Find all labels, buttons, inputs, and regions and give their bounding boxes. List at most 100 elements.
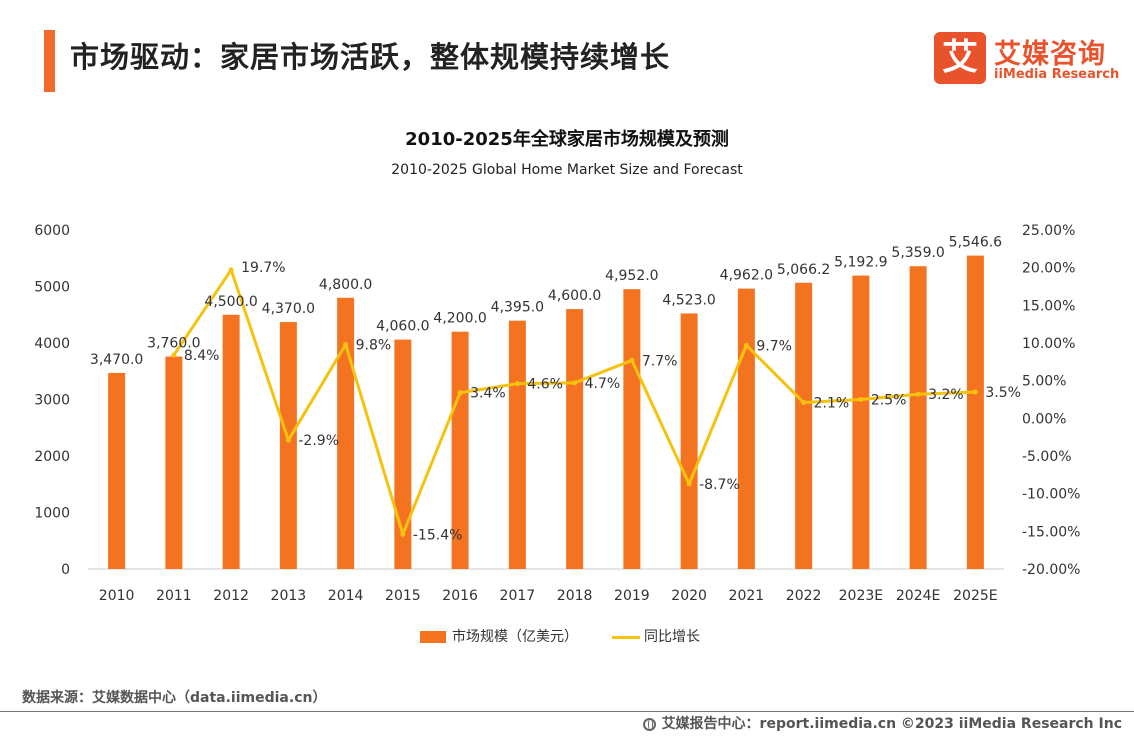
y-right-tick-label: -15.00% [1022, 524, 1080, 540]
chart-title: 2010-2025年全球家居市场规模及预测 [405, 129, 729, 150]
legend-label-market-size: 市场规模（亿美元） [452, 629, 578, 645]
bar [623, 289, 641, 569]
logo-mark-text: 艾 [941, 37, 978, 78]
bar [108, 372, 126, 569]
footer-divider [0, 711, 1134, 712]
y-right-tick-label: -5.00% [1022, 449, 1072, 465]
x-tick-label: 2015 [385, 588, 421, 604]
bar-value-label: 3,760.0 [147, 336, 200, 352]
line-point [285, 437, 291, 443]
bar-value-label: 4,952.0 [605, 268, 658, 284]
y-left-tick-label: 2000 [34, 449, 70, 465]
chart-area: 0 1000 2000 3000 4000 5000 6000 -20.00% -15.00% -… [34, 223, 1080, 604]
y-right-tick-label: -10.00% [1022, 487, 1080, 503]
data-source: 数据来源：艾媒数据中心（data.iimedia.cn） [22, 690, 327, 706]
x-tick-label: 2011 [156, 588, 192, 604]
legend-bar-swatch [420, 631, 446, 643]
line-point [514, 381, 520, 387]
y-left-tick-label: 4000 [34, 336, 70, 352]
bar [508, 320, 526, 569]
bar [852, 275, 870, 569]
line-value-label: 2.1% [814, 396, 850, 412]
bar [966, 255, 984, 569]
line-point [228, 267, 234, 273]
x-tick-label: 2025E [953, 588, 997, 604]
y-left-tick-label: 6000 [34, 223, 70, 239]
line-value-label: 2.5% [871, 393, 907, 409]
x-tick-label: 2022 [786, 588, 822, 604]
chart-subtitle: 2010-2025 Global Home Market Size and Fo… [391, 162, 743, 178]
bar [795, 282, 813, 569]
bar [909, 266, 927, 569]
line-value-label: 8.4% [184, 348, 220, 364]
line-value-label: 7.7% [642, 353, 678, 369]
line-point [629, 357, 635, 363]
y-right-tick-label: -20.00% [1022, 562, 1080, 578]
legend-label-yoy: 同比增长 [644, 629, 700, 645]
logo-mark-icon [934, 32, 986, 84]
y-right-tick-label: 20.00% [1022, 261, 1075, 277]
line-value-label: 3.2% [928, 387, 964, 403]
line-point [457, 390, 463, 396]
bar [680, 313, 698, 569]
footer-text: 艾媒报告中心：report.iimedia.cn ©2023 iiMedia R… [661, 716, 1122, 732]
bar-value-label: 5,192.9 [834, 255, 887, 271]
x-tick-label: 2021 [729, 588, 765, 604]
iimedia-logo: 艾 艾媒咨询 iiMedia Research [934, 32, 1124, 86]
logo-text-en: iiMedia Research [994, 67, 1120, 82]
page-title: 市场驱动：家居市场活跃，整体规模持续增长 [70, 40, 671, 74]
y-left-tick-label: 5000 [34, 280, 70, 296]
line-point [858, 397, 864, 402]
x-tick-label: 2024E [896, 588, 940, 604]
logo-text-cn: 艾媒咨询 [994, 39, 1106, 70]
y-right-tick-label: 25.00% [1022, 223, 1075, 239]
line-point [915, 391, 921, 397]
x-tick-label: 2013 [271, 588, 307, 604]
line-point [572, 380, 578, 386]
line-point [400, 531, 406, 537]
line-value-label: 3.5% [985, 385, 1021, 401]
bar [165, 356, 183, 569]
x-tick-label: 2020 [671, 588, 707, 604]
bar-value-label: 4,395.0 [491, 300, 544, 316]
y-right-tick-label: 5.00% [1022, 374, 1066, 390]
line-value-label: 19.7% [241, 260, 285, 276]
bar-value-label: 3,470.0 [90, 352, 143, 368]
bar [337, 297, 355, 569]
bar-value-label: 4,962.0 [720, 268, 773, 284]
y-right-tick-label: 0.00% [1022, 411, 1066, 427]
line-point [972, 389, 978, 395]
x-tick-label: 2018 [557, 588, 593, 604]
y-left-tick-label: 3000 [34, 393, 70, 409]
x-tick-label: 2017 [500, 588, 536, 604]
line-point [743, 342, 749, 348]
line-point [801, 400, 807, 406]
line-point [343, 342, 349, 348]
bar-value-label: 5,546.6 [949, 235, 1003, 251]
line-value-label: 3.4% [470, 386, 506, 402]
footer: 艾媒报告中心：report.iimedia.cn ©2023 iiMedia R… [642, 713, 1122, 735]
bar [222, 314, 240, 569]
line-value-label: 4.7% [585, 376, 621, 392]
y-right-tick-label: 15.00% [1022, 298, 1075, 314]
legend-line-swatch [612, 636, 640, 639]
bar [737, 288, 755, 569]
globe-icon [642, 718, 656, 731]
y-right-tick-label: 10.00% [1022, 336, 1075, 352]
line-point [171, 352, 177, 358]
chart-legend: 市场规模（亿美元） 同比增长 [0, 627, 1134, 647]
line-value-label: -15.4% [413, 527, 463, 543]
bar-value-label: 4,370.0 [262, 301, 315, 317]
x-tick-label: 2016 [442, 588, 478, 604]
x-tick-label: 2023E [839, 588, 883, 604]
x-tick-label: 2014 [328, 588, 364, 604]
bar-value-label: 4,200.0 [433, 311, 486, 327]
y-left-tick-label: 0 [61, 562, 70, 578]
y-left-tick-label: 1000 [34, 506, 70, 522]
line-value-label: -8.7% [699, 477, 740, 493]
x-tick-label: 2010 [99, 588, 135, 604]
line-value-label: 9.8% [356, 338, 392, 354]
bar [394, 339, 412, 569]
line-value-label: 9.7% [756, 338, 792, 354]
line-value-label: 4.6% [527, 377, 563, 393]
